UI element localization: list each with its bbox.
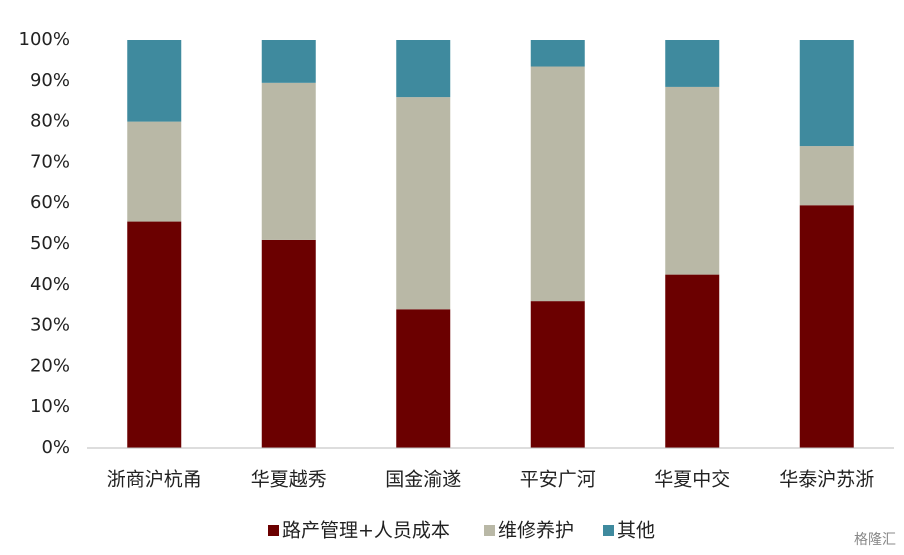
bar-segment (396, 97, 451, 310)
bar-segment (799, 146, 854, 206)
y-tick-label: 10% (30, 396, 70, 417)
y-tick-label: 100% (19, 29, 70, 50)
bar-segment (261, 239, 316, 448)
bar-segment (665, 86, 720, 275)
y-tick-label: 80% (30, 111, 70, 132)
x-tick-label: 国金渝遂 (385, 469, 461, 491)
bar-segment (799, 205, 854, 448)
bar-segment (665, 40, 720, 87)
bar-segment (261, 82, 316, 240)
y-tick-label: 30% (30, 315, 70, 336)
y-tick-label: 70% (30, 151, 70, 172)
bar-segment (127, 221, 182, 448)
legend-swatch (484, 525, 495, 536)
bar-segment (530, 40, 585, 67)
x-tick-label: 浙商沪杭甬 (107, 469, 202, 491)
y-tick-label: 40% (30, 274, 70, 295)
x-tick-label: 华夏越秀 (251, 469, 327, 491)
bar-segment (396, 309, 451, 448)
legend-label: 路产管理+人员成本 (282, 520, 450, 542)
bar-segment (530, 301, 585, 448)
y-tick-label: 20% (30, 355, 70, 376)
x-tick-label: 华泰沪苏浙 (779, 469, 874, 491)
bar-segment (127, 40, 182, 122)
bar-segment (665, 274, 720, 448)
legend-label: 维修养护 (498, 520, 574, 542)
y-tick-label: 0% (41, 437, 70, 458)
bar-segment (799, 40, 854, 147)
watermark: 格隆汇 (854, 532, 896, 548)
y-tick-label: 60% (30, 192, 70, 213)
legend-label: 其他 (617, 520, 655, 542)
legend-swatch (268, 525, 279, 536)
bar-segment (530, 66, 585, 302)
bar-segment (396, 40, 451, 98)
x-tick-label: 华夏中交 (654, 469, 730, 491)
y-tick-label: 90% (30, 70, 70, 91)
x-tick-label: 平安广河 (520, 469, 596, 491)
bar-segment (261, 40, 316, 83)
bar-segment (127, 121, 182, 222)
legend-swatch (603, 525, 614, 536)
y-tick-label: 50% (30, 233, 70, 254)
